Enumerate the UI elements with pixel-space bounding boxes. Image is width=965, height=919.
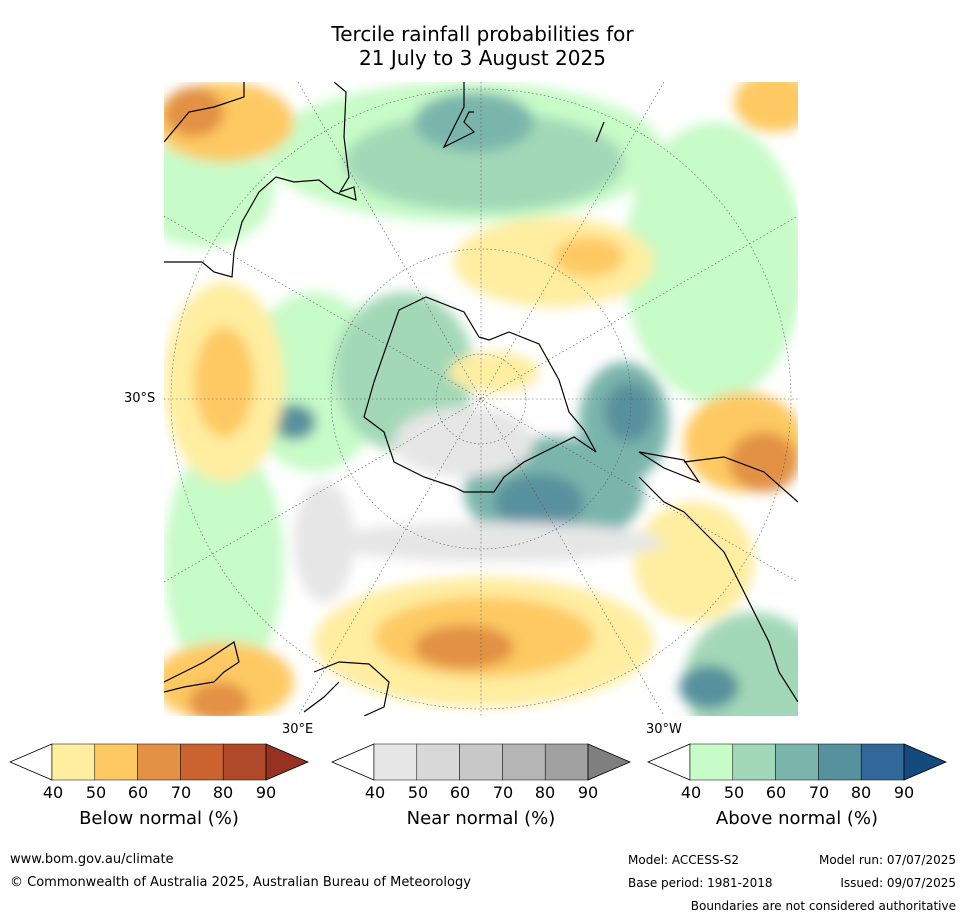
tick-label: 40: [42, 783, 64, 802]
tick-label: 70: [808, 783, 830, 802]
tick-label: 50: [723, 783, 745, 802]
model-name: Model: ACCESS-S2: [628, 853, 740, 867]
colorbar-extend-high: [587, 743, 631, 781]
colorbar-segment: [775, 743, 819, 781]
colorbar-extend-low: [331, 743, 375, 781]
website-link[interactable]: www.bom.gov.au/climate: [10, 852, 174, 867]
colorbar-segment: [860, 743, 905, 781]
colorbar-segment: [94, 743, 138, 781]
tick-label: 60: [127, 783, 149, 802]
tick-label: 80: [850, 783, 872, 802]
longitude-label-30e: 30°E: [282, 722, 314, 737]
colorbar-extend-low: [647, 743, 691, 781]
colorbar-segment: [502, 743, 546, 781]
tick-label: 50: [85, 783, 107, 802]
base-period: Base period: 1981-2018: [628, 876, 773, 890]
tick-label: 70: [170, 783, 192, 802]
colorbar-ticks-below: 40 50 60 70 80 90: [9, 783, 309, 803]
colorbar-segment: [51, 743, 96, 781]
title-line-2: 21 July to 3 August 2025: [359, 46, 606, 70]
probability-map[interactable]: [164, 82, 798, 716]
coastlines: [164, 82, 798, 716]
colorbar-segment: [180, 743, 224, 781]
colorbar-below-normal: [9, 743, 309, 781]
tick-label: 60: [449, 783, 471, 802]
colorbar-segment: [818, 743, 862, 781]
tick-label: 90: [893, 783, 915, 802]
model-run-date: Model run: 07/07/2025: [818, 853, 956, 867]
title-line-1: Tercile rainfall probabilities for: [331, 22, 634, 46]
tick-label: 60: [765, 783, 787, 802]
tick-label: 80: [534, 783, 556, 802]
tick-label: 70: [492, 783, 514, 802]
colorbar-segment: [689, 743, 734, 781]
tick-label: 90: [577, 783, 599, 802]
colorbar-segment: [222, 743, 267, 781]
boundaries-disclaimer: Boundaries are not considered authoritat…: [690, 899, 956, 913]
colorbar-extend-high: [903, 743, 947, 781]
tick-label: 90: [255, 783, 277, 802]
probability-shading: [164, 82, 798, 716]
colorbar-near-normal: [331, 743, 631, 781]
colorbar-title-below: Below normal (%): [79, 808, 239, 829]
graticule: [164, 82, 798, 716]
tick-label: 80: [212, 783, 234, 802]
tick-label: 40: [680, 783, 702, 802]
colorbar-extend-low: [9, 743, 53, 781]
colorbar-segment: [416, 743, 460, 781]
colorbar-segment: [373, 743, 418, 781]
colorbar-segment: [137, 743, 181, 781]
map-title: Tercile rainfall probabilities for 21 Ju…: [0, 22, 965, 70]
colorbar-ticks-above: 40 50 60 70 80 90: [647, 783, 947, 803]
colorbar-segment: [544, 743, 589, 781]
colorbar-title-near: Near normal (%): [406, 808, 556, 829]
longitude-label-30w: 30°W: [646, 722, 682, 737]
tick-label: 50: [407, 783, 429, 802]
colorbar-extend-high: [265, 743, 309, 781]
colorbar-above-normal: [647, 743, 947, 781]
map-svg: [164, 82, 798, 716]
colorbar-ticks-near: 40 50 60 70 80 90: [331, 783, 631, 803]
colorbar-segment: [459, 743, 503, 781]
colorbar-segment: [732, 743, 776, 781]
issued-date: Issued: 09/07/2025: [840, 876, 956, 890]
copyright-text: © Commonwealth of Australia 2025, Austra…: [10, 875, 471, 890]
colorbar-title-above: Above normal (%): [715, 808, 879, 829]
tick-label: 40: [364, 783, 386, 802]
latitude-label-30s: 30°S: [124, 391, 156, 406]
